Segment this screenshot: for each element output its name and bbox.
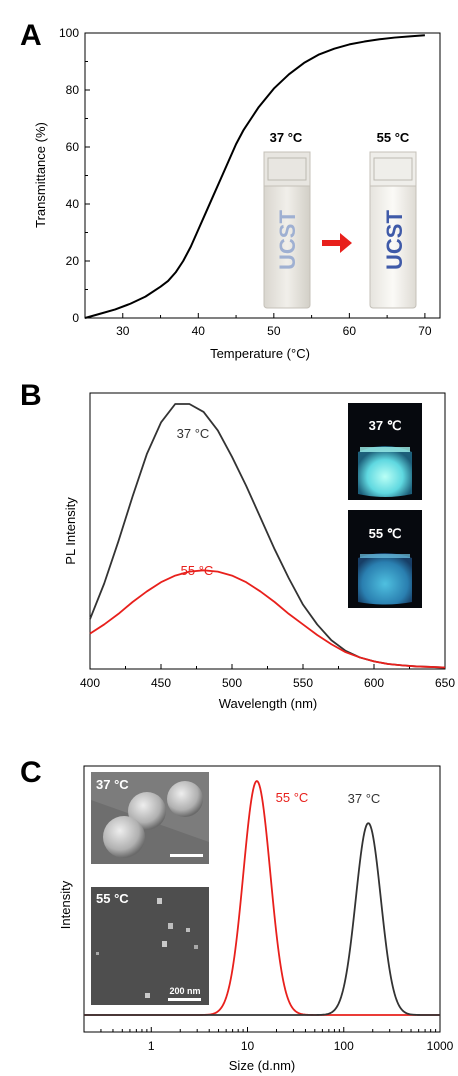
panel-b-x-tick-label: 500: [222, 676, 242, 690]
panel-b-series: [89, 403, 446, 669]
panel-a-series-line: [84, 34, 425, 319]
panel-b-x-tick-label: 400: [80, 676, 100, 690]
glow-label-55: 55 ℃: [369, 526, 402, 541]
panel-c-x-tick-label: 10: [241, 1039, 255, 1053]
panel-letter-c: C: [20, 756, 42, 789]
glow-photo-37: 37 ℃: [348, 403, 422, 500]
panel-a-x-tick-label: 30: [116, 324, 130, 338]
vial-37-photo: UCST: [263, 151, 311, 309]
panel-c-y-axis-label: Intensity: [58, 880, 73, 929]
panel-a-y-tick-label: 20: [66, 254, 80, 268]
vial-55-text: UCST: [382, 210, 407, 270]
panel-a-x-tick-label: 60: [343, 324, 357, 338]
panel-c-series-37-line: [83, 822, 441, 1016]
red-arrow-icon: [322, 233, 352, 253]
panel-c-x-axis-label: Size (d.nm): [229, 1058, 295, 1073]
panel-a-y-tick-label: 0: [72, 311, 79, 325]
panel-b-series-55-line: [89, 569, 446, 669]
panel-c-x-tick-label: 100: [334, 1039, 354, 1053]
vial-label-55: 55 °C: [377, 130, 410, 145]
panel-c-label-55: 55 °C: [276, 790, 309, 805]
panel-c-x-tick-label: 1: [148, 1039, 155, 1053]
panel-c-x-tick-label: 1000: [427, 1039, 454, 1053]
panel-a-y-tick-label: 60: [66, 140, 80, 154]
panel-c-plot-frame: [83, 765, 441, 1033]
sem-scale-bar: [170, 854, 203, 857]
panel-b: B 400 450 500 550 600 650 Wavelength (nm) PL …: [20, 379, 455, 711]
panel-a-ticks: 30 40 50 60 70 0 20 40 60 80 100: [59, 26, 432, 338]
panel-a-vial-inset: 37 °C 55 °C UCST UCST: [263, 130, 417, 309]
panel-a-y-tick-label: 40: [66, 197, 80, 211]
panel-c-ticks: 1 10 100 1000: [83, 1027, 454, 1053]
panel-b-x-tick-label: 650: [435, 676, 455, 690]
sem-label-55: 55 °C: [96, 891, 129, 906]
panel-a-x-tick-label: 40: [192, 324, 206, 338]
panel-letter-a: A: [20, 19, 42, 52]
sem-image-37: 37 °C: [91, 772, 209, 864]
vial-37-text: UCST: [275, 210, 300, 270]
panel-letter-b: B: [20, 379, 42, 412]
panel-a-series: [84, 34, 425, 319]
panel-b-x-tick-label: 450: [151, 676, 171, 690]
glow-photo-55: 55 ℃: [348, 510, 422, 608]
panel-a: A 30 40 50 60 70 0 20 40 60 80 100 Temperature (°C…: [20, 19, 441, 361]
panel-b-label-37: 37 °C: [177, 426, 210, 441]
sem-image-55: 200 nm 55 °C: [91, 887, 209, 1005]
panel-c-label-37: 37 °C: [348, 791, 381, 806]
panel-a-x-tick-label: 50: [267, 324, 281, 338]
panel-a-y-tick-label: 80: [66, 83, 80, 97]
panel-c: C 1 10 100 1000 Size (d.nm) Intensity 55 °C…: [20, 756, 454, 1073]
vial-55-photo: UCST: [369, 151, 417, 309]
panel-a-x-tick-label: 70: [418, 324, 432, 338]
panel-b-ticks: 400 450 500 550 600 650: [80, 664, 455, 690]
vial-label-37: 37 °C: [270, 130, 303, 145]
panel-b-label-55: 55 °C: [181, 563, 214, 578]
panel-a-y-tick-label: 100: [59, 26, 79, 40]
panel-a-x-axis-label: Temperature (°C): [210, 346, 310, 361]
panel-b-x-axis-label: Wavelength (nm): [219, 696, 318, 711]
panel-a-y-axis-label: Transmittance (%): [33, 122, 48, 228]
panel-b-x-tick-label: 550: [293, 676, 313, 690]
panel-b-y-axis-label: PL Intensity: [63, 497, 78, 565]
panel-c-series: [83, 780, 441, 1016]
sem-scale-bar-200nm: [168, 998, 201, 1001]
sem-label-37: 37 °C: [96, 777, 129, 792]
glow-label-37: 37 ℃: [369, 418, 402, 433]
panel-b-x-tick-label: 600: [364, 676, 384, 690]
sem-scale-label: 200 nm: [169, 986, 200, 996]
